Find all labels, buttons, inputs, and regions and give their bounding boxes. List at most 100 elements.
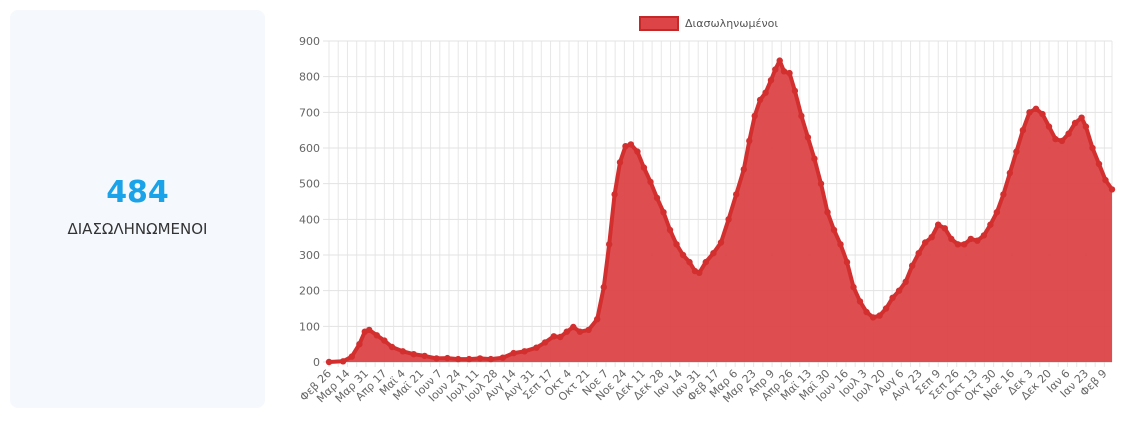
data-point[interactable]	[733, 191, 740, 198]
data-point[interactable]	[1000, 191, 1007, 198]
data-point[interactable]	[399, 348, 406, 355]
data-point[interactable]	[634, 148, 641, 155]
data-point[interactable]	[843, 258, 851, 266]
data-point[interactable]	[776, 57, 783, 64]
data-point[interactable]	[550, 333, 557, 340]
legend-swatch[interactable]	[639, 16, 679, 31]
data-point[interactable]	[1102, 176, 1109, 184]
data-point[interactable]	[922, 239, 929, 246]
data-point[interactable]	[882, 305, 890, 312]
data-point[interactable]	[889, 294, 896, 301]
data-point[interactable]	[616, 159, 624, 166]
data-point[interactable]	[1052, 135, 1059, 143]
data-point[interactable]	[1078, 114, 1085, 121]
data-point[interactable]	[740, 166, 747, 173]
data-point[interactable]	[863, 308, 870, 316]
data-point[interactable]	[751, 112, 758, 120]
data-point[interactable]	[993, 209, 1001, 216]
data-point[interactable]	[876, 312, 883, 319]
data-point[interactable]	[563, 328, 570, 335]
data-point[interactable]	[373, 332, 380, 339]
data-point[interactable]	[961, 241, 968, 248]
data-point[interactable]	[928, 234, 935, 241]
data-point[interactable]	[710, 250, 717, 257]
data-point[interactable]	[585, 326, 592, 334]
data-point[interactable]	[465, 355, 473, 363]
data-point[interactable]	[954, 241, 961, 248]
data-point[interactable]	[366, 326, 373, 334]
data-point[interactable]	[1019, 127, 1027, 134]
data-point[interactable]	[510, 349, 517, 357]
data-point[interactable]	[1032, 105, 1040, 113]
data-point[interactable]	[557, 333, 564, 341]
data-point[interactable]	[941, 225, 948, 232]
data-point[interactable]	[915, 250, 922, 257]
data-point[interactable]	[611, 191, 618, 198]
data-point[interactable]	[356, 341, 363, 348]
data-point[interactable]	[830, 226, 838, 234]
data-point[interactable]	[1006, 169, 1014, 177]
data-point[interactable]	[1071, 119, 1079, 127]
data-point[interactable]	[717, 239, 725, 246]
data-point[interactable]	[339, 358, 347, 365]
data-point[interactable]	[325, 358, 333, 366]
data-point[interactable]	[1026, 109, 1033, 116]
data-point[interactable]	[974, 237, 981, 244]
data-point[interactable]	[786, 69, 793, 77]
data-point[interactable]	[381, 337, 388, 344]
data-point[interactable]	[967, 235, 974, 243]
data-point[interactable]	[433, 355, 440, 362]
data-point[interactable]	[902, 278, 909, 285]
data-point[interactable]	[421, 352, 428, 360]
data-point[interactable]	[1108, 186, 1116, 193]
data-point[interactable]	[673, 241, 680, 248]
data-point[interactable]	[1058, 137, 1066, 145]
data-point[interactable]	[895, 287, 903, 294]
data-point[interactable]	[935, 221, 942, 228]
data-point[interactable]	[824, 209, 831, 216]
data-point[interactable]	[576, 328, 584, 335]
data-point[interactable]	[869, 314, 877, 321]
data-point[interactable]	[791, 87, 799, 95]
data-point[interactable]	[804, 134, 812, 141]
data-point[interactable]	[521, 348, 528, 355]
data-point[interactable]	[606, 241, 613, 248]
data-point[interactable]	[702, 258, 709, 266]
data-point[interactable]	[499, 354, 506, 361]
data-point[interactable]	[410, 351, 417, 358]
data-point[interactable]	[541, 339, 549, 346]
data-point[interactable]	[348, 353, 355, 360]
data-point[interactable]	[817, 180, 825, 187]
legend[interactable]: Διασωληνωμένοι	[639, 16, 778, 31]
data-point[interactable]	[570, 323, 577, 331]
data-point[interactable]	[686, 258, 693, 266]
data-point[interactable]	[653, 194, 661, 202]
data-point[interactable]	[600, 283, 607, 291]
data-point[interactable]	[487, 355, 494, 363]
data-point[interactable]	[1039, 110, 1046, 118]
data-point[interactable]	[627, 141, 635, 148]
data-point[interactable]	[1065, 130, 1072, 137]
data-point[interactable]	[837, 241, 844, 248]
data-point[interactable]	[647, 178, 654, 186]
data-point[interactable]	[850, 283, 857, 291]
data-point[interactable]	[1013, 148, 1020, 155]
data-point[interactable]	[987, 221, 994, 228]
data-point[interactable]	[772, 66, 779, 73]
data-point[interactable]	[666, 226, 674, 234]
data-point[interactable]	[1045, 123, 1053, 130]
data-point[interactable]	[780, 68, 788, 75]
data-point[interactable]	[388, 343, 396, 351]
data-point[interactable]	[811, 155, 818, 162]
data-point[interactable]	[444, 354, 451, 362]
data-point[interactable]	[455, 355, 462, 363]
data-point[interactable]	[909, 262, 916, 269]
data-point[interactable]	[762, 89, 769, 96]
data-point[interactable]	[533, 344, 540, 351]
data-point[interactable]	[980, 232, 988, 239]
data-point[interactable]	[767, 77, 775, 84]
data-point[interactable]	[696, 269, 703, 276]
data-point[interactable]	[594, 316, 601, 323]
data-point[interactable]	[1089, 144, 1096, 152]
data-point[interactable]	[476, 355, 484, 362]
